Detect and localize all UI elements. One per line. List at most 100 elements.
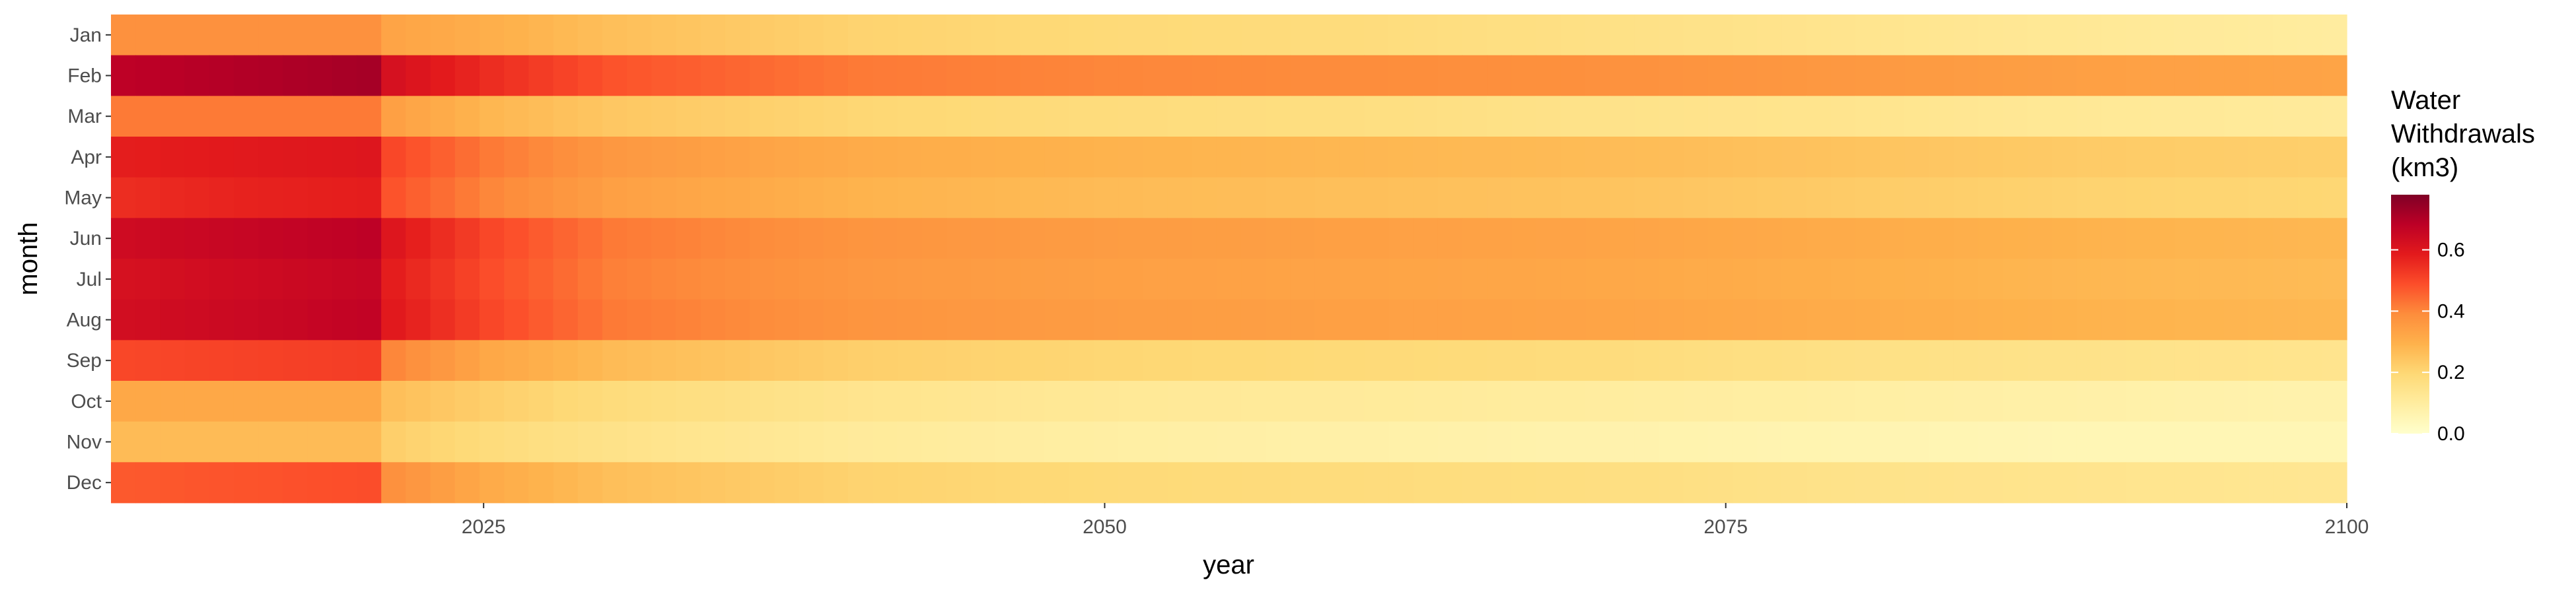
- heatmap-cell: [1806, 15, 1832, 56]
- heatmap-cell: [1339, 55, 1365, 96]
- heatmap-cell: [1953, 218, 1979, 259]
- heatmap-cell: [995, 96, 1020, 137]
- heatmap-cell: [2199, 96, 2225, 137]
- x-tick-label: 2075: [1703, 516, 1748, 538]
- heatmap-cell: [1413, 381, 1439, 422]
- heatmap-cell: [479, 218, 505, 259]
- heatmap-cell: [1118, 340, 1143, 381]
- heatmap-cell: [1437, 96, 1463, 137]
- y-tick-label: Jan: [70, 24, 102, 46]
- heatmap-cell: [1953, 137, 1979, 178]
- heatmap-cell: [1241, 177, 1266, 218]
- heatmap-cell: [995, 55, 1020, 96]
- heatmap-cell: [1192, 218, 1217, 259]
- heatmap-cell: [2150, 381, 2176, 422]
- heatmap-cell: [1413, 218, 1439, 259]
- heatmap-cell: [1904, 299, 1930, 341]
- heatmap-cell: [1314, 177, 1340, 218]
- heatmap-cell: [2003, 15, 2028, 56]
- heatmap-cell: [995, 462, 1020, 504]
- heatmap-cell: [2126, 137, 2151, 178]
- heatmap-cell: [1241, 218, 1266, 259]
- heatmap-cell: [823, 96, 849, 137]
- heatmap-cell: [283, 340, 308, 381]
- heatmap-cell: [1437, 55, 1463, 96]
- heatmap-cell: [1437, 421, 1463, 463]
- heatmap-cell: [1388, 381, 1414, 422]
- heatmap-cell: [2248, 96, 2274, 137]
- heatmap-cell: [1020, 55, 1046, 96]
- x-axis-title: year: [1203, 550, 1254, 579]
- heatmap-cell: [602, 137, 627, 178]
- heatmap-cell: [1880, 96, 1906, 137]
- y-tick-label: Sep: [67, 350, 102, 372]
- heatmap-cell: [1314, 218, 1340, 259]
- heatmap-cell: [1093, 340, 1119, 381]
- heatmap-cell: [1364, 177, 1389, 218]
- heatmap-cell: [430, 177, 456, 218]
- heatmap-cell: [676, 177, 701, 218]
- heatmap-cell: [553, 177, 579, 218]
- heatmap-cell: [1364, 462, 1389, 504]
- heatmap-cell: [2297, 177, 2323, 218]
- heatmap-cell: [209, 259, 234, 300]
- heatmap-cell: [1314, 381, 1340, 422]
- heatmap-cell: [307, 15, 333, 56]
- heatmap-cell: [2003, 177, 2028, 218]
- heatmap-cell: [2174, 137, 2200, 178]
- heatmap-cell: [1560, 462, 1586, 504]
- heatmap-cell: [1904, 137, 1930, 178]
- heatmap-cell: [553, 55, 579, 96]
- heatmap-cell: [1511, 259, 1537, 300]
- heatmap-cell: [2076, 259, 2102, 300]
- heatmap-cell: [651, 421, 677, 463]
- heatmap-cell: [1462, 340, 1487, 381]
- heatmap-cell: [700, 259, 726, 300]
- y-tick-label: Nov: [67, 432, 102, 453]
- heatmap-cell: [847, 462, 873, 504]
- y-tick-label: Apr: [71, 147, 102, 168]
- heatmap-cell: [897, 137, 923, 178]
- legend-ticks: 0.0 0.2 0.4 0.6: [2391, 240, 2465, 445]
- heatmap-cell: [1020, 137, 1046, 178]
- heatmap-cell: [1314, 462, 1340, 504]
- heatmap-cell: [1192, 340, 1217, 381]
- heatmap-cell: [1266, 340, 1291, 381]
- heatmap-cell: [528, 137, 554, 178]
- heatmap-cell: [1757, 218, 1783, 259]
- heatmap-cell: [799, 299, 824, 341]
- heatmap-cell: [946, 340, 972, 381]
- heatmap-cell: [2224, 177, 2249, 218]
- heatmap-cell: [725, 15, 750, 56]
- heatmap-cell: [1192, 462, 1217, 504]
- heatmap-cell: [2199, 259, 2225, 300]
- heatmap-cell: [1462, 218, 1487, 259]
- heatmap-cell: [1437, 462, 1463, 504]
- heatmap-cell: [700, 218, 726, 259]
- heatmap-cell: [627, 177, 652, 218]
- heatmap-cell: [1093, 137, 1119, 178]
- heatmap-cell: [1683, 259, 1709, 300]
- heatmap-cell: [111, 259, 136, 300]
- heatmap-cell: [921, 96, 947, 137]
- heatmap-cell: [258, 15, 283, 56]
- heatmap-cell: [233, 15, 259, 56]
- heatmap-cell: [479, 15, 505, 56]
- heatmap-cell: [381, 177, 406, 218]
- heatmap-cell: [1462, 381, 1487, 422]
- heatmap-cell: [1364, 421, 1389, 463]
- heatmap-cell: [258, 96, 283, 137]
- heatmap-cell: [2322, 96, 2347, 137]
- heatmap-cell: [1707, 299, 1733, 341]
- heatmap-cell: [1978, 55, 2003, 96]
- heatmap-cell: [1929, 299, 1954, 341]
- heatmap-cell: [1683, 421, 1709, 463]
- heatmap-cell: [1044, 177, 1070, 218]
- heatmap-cell: [1314, 299, 1340, 341]
- heatmap-cell: [356, 218, 382, 259]
- heatmap-cell: [921, 340, 947, 381]
- heatmap-cell: [381, 15, 406, 56]
- heatmap-cell: [1290, 462, 1316, 504]
- heatmap-cell: [1487, 177, 1512, 218]
- heatmap-cell: [1413, 15, 1439, 56]
